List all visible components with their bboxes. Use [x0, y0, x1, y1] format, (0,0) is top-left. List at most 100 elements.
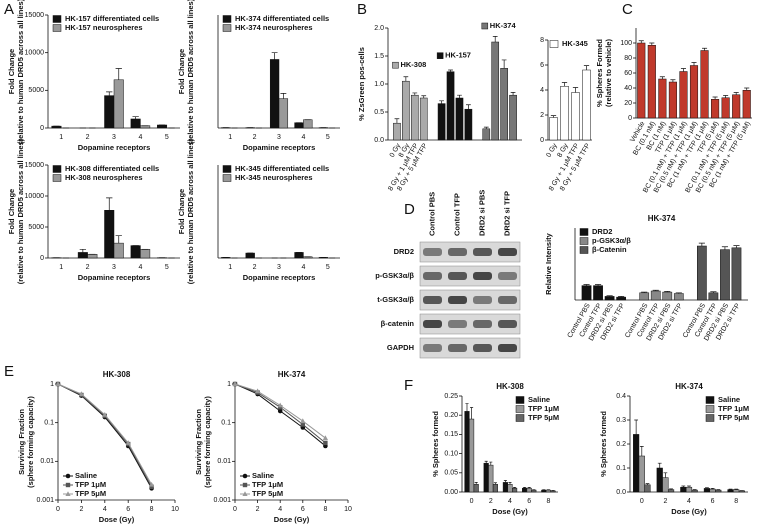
marker — [277, 408, 283, 414]
legend-label: TFP 5μM — [75, 489, 106, 498]
x-tick-label: 2 — [86, 264, 90, 271]
legend-label: HK-157 neurospheres — [65, 23, 143, 32]
error-bar — [638, 40, 644, 43]
legend-swatch — [222, 15, 232, 23]
bar — [738, 490, 745, 493]
bar — [549, 117, 558, 141]
error-bar — [675, 292, 682, 294]
error-bar — [733, 245, 740, 248]
x-tick-label: 4 — [687, 498, 691, 505]
y-axis-sublabel: (relative to human DRD5 across all lines… — [16, 138, 25, 284]
error-bar — [659, 76, 665, 79]
legend-swatch — [222, 174, 232, 182]
x-tick-label: 4 — [138, 264, 142, 271]
bar — [509, 94, 517, 141]
x-tick-label: 8 — [150, 506, 154, 513]
error-bar — [721, 246, 729, 250]
y-tick-label: 0.4 — [616, 393, 626, 400]
chart-title: HK-308 — [103, 370, 131, 379]
legend-swatch — [549, 40, 559, 48]
legend-label: p-GSK3α/β — [592, 236, 631, 245]
error-bar — [493, 482, 497, 485]
bar — [410, 94, 419, 141]
bar — [639, 292, 650, 301]
y-tick-label: 0 — [540, 137, 544, 144]
y-tick-label: 2 — [540, 112, 544, 119]
bar — [680, 486, 687, 493]
chart-title: HK-308 — [496, 382, 524, 391]
blot-band — [473, 296, 492, 304]
x-tick-label: 4 — [103, 506, 107, 513]
legend-swatch — [52, 165, 62, 173]
bar — [708, 292, 719, 301]
error-bar — [680, 68, 686, 72]
bar — [732, 94, 741, 119]
legend-label: HK-308 neurospheres — [65, 173, 143, 182]
x-tick-label: 1 — [228, 264, 232, 271]
error-bar — [583, 284, 590, 286]
x-tick-label: 5 — [165, 134, 169, 141]
legend-label: TFP 1μM — [718, 404, 749, 413]
bar — [492, 484, 498, 493]
bar — [637, 42, 646, 119]
x-axis-label: Dopamine receptors — [243, 273, 316, 282]
error-bar — [705, 487, 709, 489]
marker — [255, 388, 261, 394]
error-bar — [79, 248, 87, 253]
error-bar — [474, 482, 478, 485]
panel-letter: D — [404, 201, 415, 218]
marker — [300, 418, 306, 424]
y-tick-label: 5000 — [28, 224, 44, 231]
blot-band — [423, 296, 442, 304]
error-bar — [618, 296, 625, 298]
error-bar — [439, 100, 444, 104]
legend-label: TFP 5μM — [718, 413, 749, 422]
blot-band — [423, 344, 442, 352]
y-tick-label: 5000 — [28, 87, 44, 94]
y-tick-label: 0.20 — [444, 412, 458, 419]
bar — [502, 482, 508, 493]
error-bar — [412, 92, 418, 96]
y-tick-label: 0.05 — [444, 470, 458, 477]
error-bar — [645, 483, 650, 485]
error-bar — [394, 118, 400, 124]
bar — [437, 103, 446, 141]
error-bar — [115, 235, 122, 244]
bar — [689, 65, 699, 119]
y-axis-label: Surviving Fraction — [17, 409, 26, 475]
blot-band — [448, 248, 467, 256]
legend-label: HK-345 neurospheres — [235, 173, 313, 182]
bar — [393, 122, 401, 141]
y-tick-label: 0.001 — [36, 497, 54, 504]
blot-column-label: Control PBS — [427, 192, 436, 236]
chart-title: HK-374 — [675, 382, 703, 391]
legend-label: TFP 5μM — [252, 489, 283, 498]
blot-band — [498, 248, 517, 256]
blot-column-label: DRD2 si PBS — [477, 190, 486, 236]
x-tick-label: 8 — [734, 498, 738, 505]
legend-label: β-Catenin — [592, 245, 627, 254]
y-axis-sublabel: (relative to vehicle) — [604, 39, 613, 107]
error-bar — [669, 488, 673, 490]
x-tick-label: 10 — [171, 506, 179, 513]
bar — [711, 99, 720, 119]
bar — [130, 118, 141, 129]
bar — [104, 210, 115, 259]
legend-swatch — [481, 22, 489, 30]
marker — [78, 391, 84, 397]
series-line — [57, 383, 153, 488]
x-tick-label: 2 — [256, 506, 260, 513]
legend-swatch — [579, 228, 589, 236]
error-bar — [523, 487, 527, 489]
bar — [512, 487, 518, 493]
error-bar — [483, 126, 489, 129]
bar — [446, 71, 455, 141]
bar — [104, 95, 115, 129]
y-tick-label: 0 — [628, 115, 632, 122]
bar — [697, 245, 707, 301]
y-tick-label: 0.2 — [616, 441, 626, 448]
bar — [294, 122, 304, 129]
bar — [571, 92, 580, 141]
x-tick-label: 6 — [301, 506, 305, 513]
